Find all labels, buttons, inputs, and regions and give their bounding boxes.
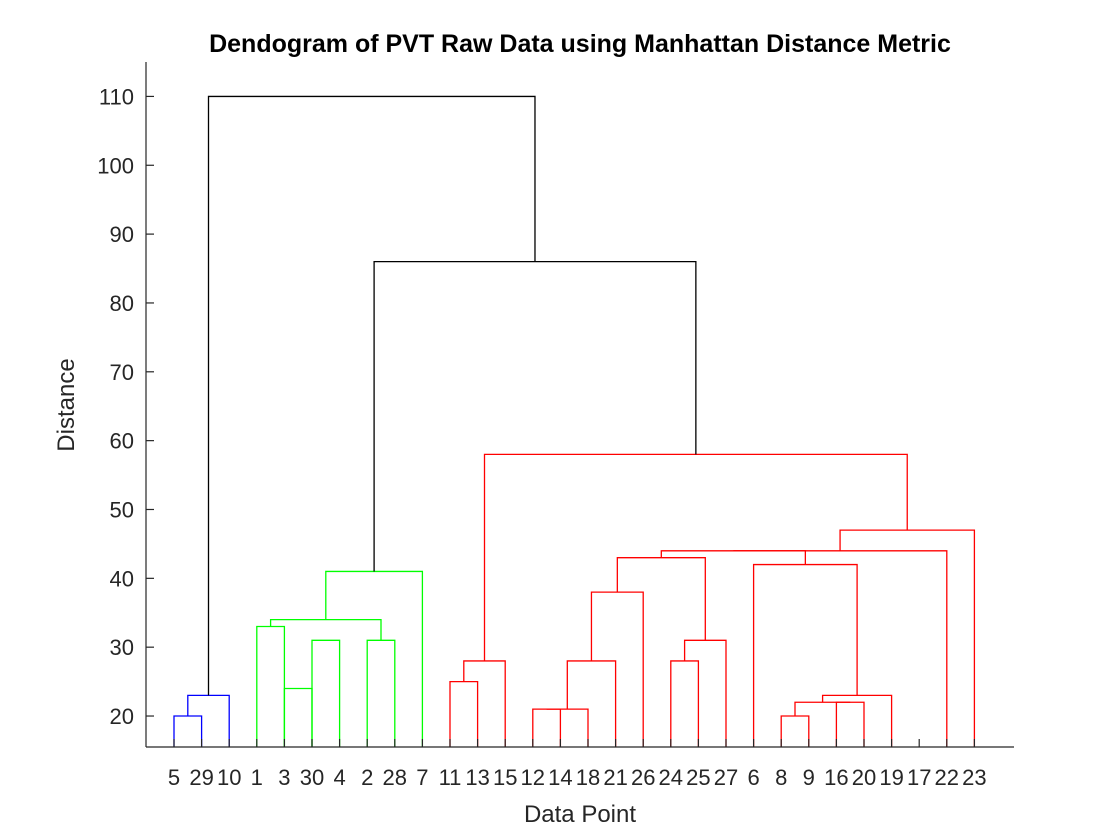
x-tick-label-3: 3 [278,765,290,790]
x-tick-label-4: 4 [333,765,345,790]
dendrogram-link-m1 [173,715,203,747]
y-tick-label: 90 [110,222,134,247]
x-tick-label-8: 8 [775,765,787,790]
x-tick-label-10: 10 [217,765,241,790]
dendrogram-link-m19 [835,701,865,747]
x-tick-label-12: 12 [521,765,545,790]
y-tick-label: 100 [97,153,134,178]
dendrogram-link-m4 [311,639,341,747]
chart-title: Dendogram of PVT Raw Data using Manhatta… [209,30,951,58]
x-tick-label-16: 16 [824,765,848,790]
x-tick-label-14: 14 [548,765,572,790]
x-tick-label-15: 15 [493,765,517,790]
dendrogram-link-m9 [449,680,479,747]
dendrogram-link-m14 [590,591,644,747]
dendrogram-links [173,95,976,747]
x-tick-label-13: 13 [465,765,489,790]
y-tick-label: 30 [110,635,134,660]
y-tick-label: 80 [110,291,134,316]
axes [145,62,1014,748]
x-axis-label: Data Point [524,801,636,828]
x-tick-label-6: 6 [747,765,759,790]
dendrogram-link-m17 [616,557,706,641]
y-axis-label: Distance [53,358,80,451]
dendrogram-link-m22 [752,563,858,747]
dendrogram-link-m18 [780,715,810,747]
dendrogram-link-m28 [207,95,536,696]
x-ticks: 5 29 10 1 3 30 4 2 28 7 11 13 15 12 14 18 21 26 24 25 27 6 8 9 1… [168,739,987,790]
dendrogram-link-m24 [733,550,948,747]
x-tick-label-7: 7 [416,765,428,790]
x-tick-label-27: 27 [714,765,738,790]
y-tick-label: 70 [110,360,134,385]
x-tick-label-19: 19 [879,765,903,790]
dendrogram-link-m25 [839,529,976,747]
x-tick-label-21: 21 [603,765,627,790]
dendrogram-link-m7 [269,618,382,641]
dendrogram-link-m13 [566,660,617,747]
x-tick-label-5: 5 [168,765,180,790]
x-tick-label-24: 24 [659,765,683,790]
x-tick-label-11: 11 [439,765,462,790]
y-tick-label: 50 [110,497,134,522]
x-tick-label-25: 25 [686,765,710,790]
x-tick-label-23: 23 [962,765,986,790]
dendrogram-link-m8 [325,570,424,747]
y-tick-label: 60 [110,429,134,454]
dendrogram-link-m2 [187,694,230,747]
dendrogram-link-m16 [683,639,727,747]
dendrogram-link-m11 [532,708,562,747]
dendrogram-link-m3 [256,625,286,747]
dendrogram-link-m6 [366,639,396,747]
x-tick-label-22: 22 [935,765,959,790]
x-tick-label-18: 18 [576,765,600,790]
dendrogram-link-m15 [670,660,700,747]
dendrogram-link-m12 [546,708,589,747]
dendrogram-link-m27 [373,260,697,572]
x-tick-label-26: 26 [631,765,655,790]
x-tick-label-30: 30 [300,765,324,790]
dendrogram-link-m10 [463,660,506,747]
x-tick-label-20: 20 [852,765,876,790]
x-tick-label-17: 17 [907,765,931,790]
x-tick-label-9: 9 [803,765,815,790]
x-tick-label-28: 28 [383,765,407,790]
y-ticks: 20 30 40 50 60 70 80 90 100 110 [97,84,154,729]
x-tick-label-29: 29 [189,765,213,790]
dendrogram-link-m21 [821,694,893,747]
x-tick-label-2: 2 [361,765,373,790]
dendrogram-link-m5 [283,687,313,747]
x-tick-label-1: 1 [251,765,263,790]
y-tick-label: 110 [99,84,134,109]
y-tick-label: 20 [110,704,134,729]
dendrogram-link-m20 [794,701,851,717]
y-tick-label: 40 [110,566,134,591]
